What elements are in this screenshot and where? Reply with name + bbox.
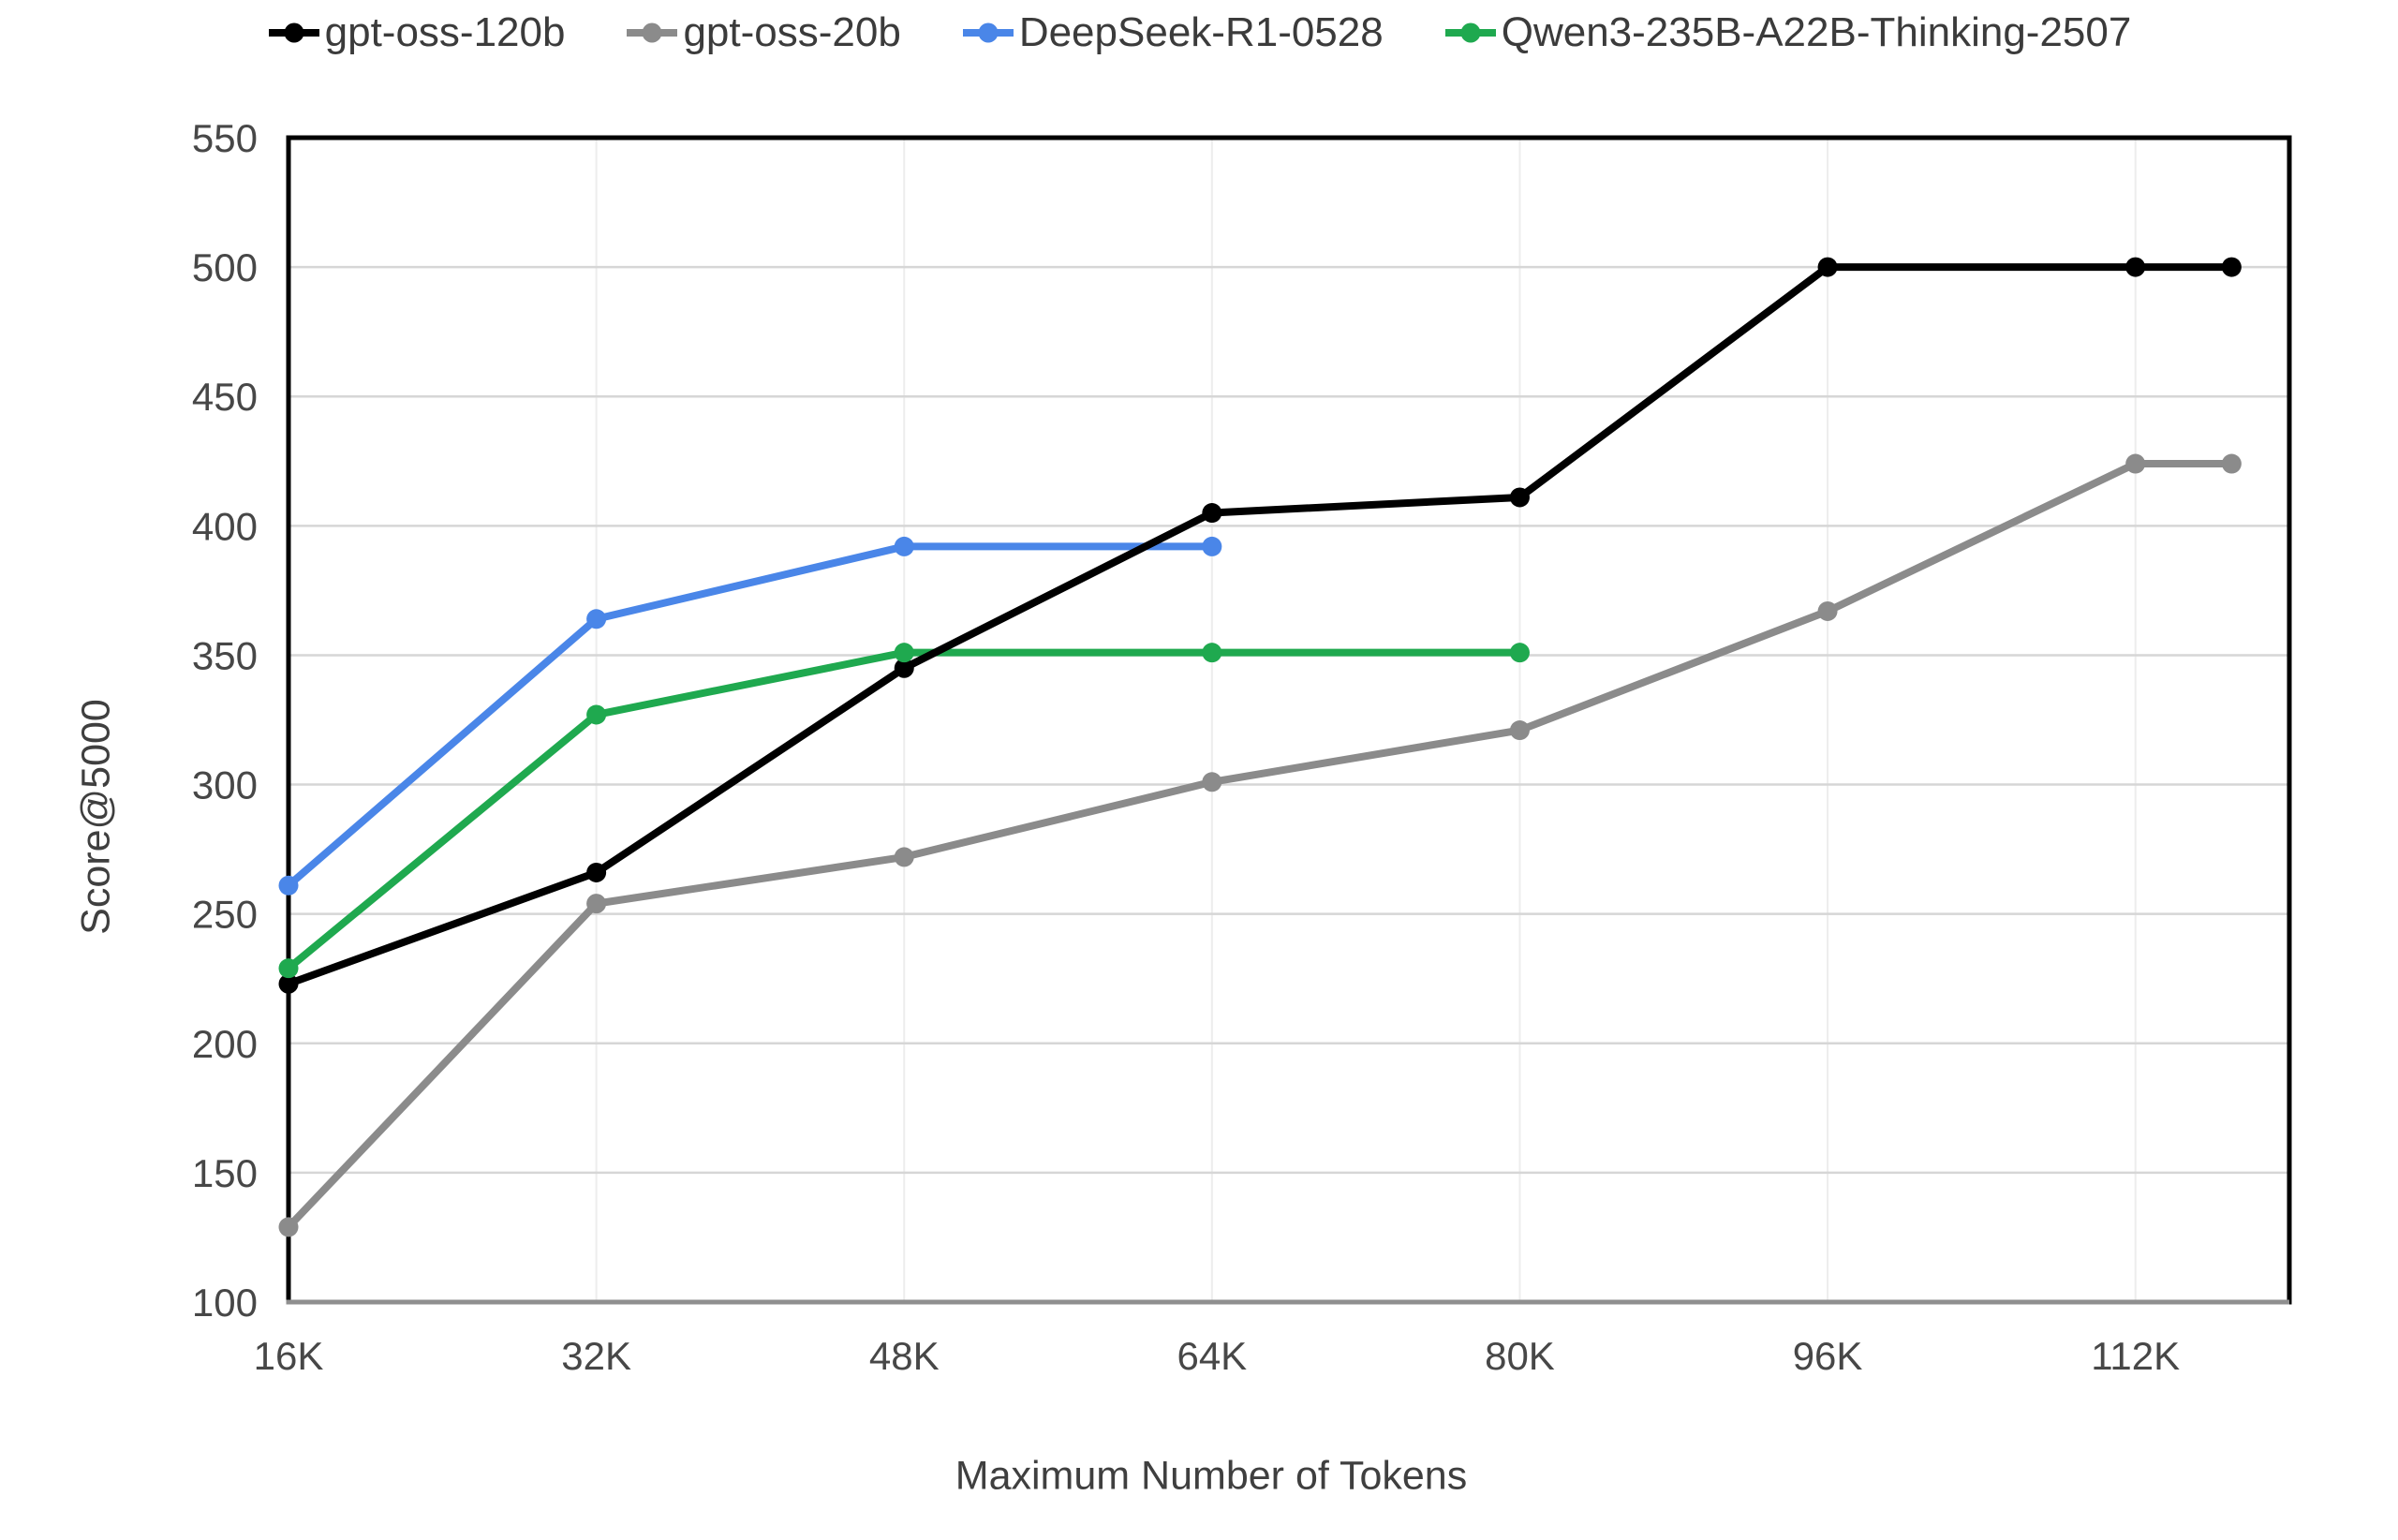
y-tick-label: 250: [192, 893, 258, 937]
y-tick-label: 150: [192, 1151, 258, 1195]
data-point-DeepSeek-R1-0528: [894, 536, 914, 556]
series-line-DeepSeek-R1-0528: [286, 542, 1212, 889]
data-point-gpt-oss-20b: [586, 894, 607, 914]
data-point-DeepSeek-R1-0528: [586, 609, 607, 629]
data-point-gpt-oss-120b: [894, 658, 914, 678]
legend-label: Qwen3-235B-A22B-Thinking-2507: [1501, 9, 2132, 55]
legend-item-qwen3-235b-a22b-thinking-2507: Qwen3-235B-A22B-Thinking-2507: [1443, 9, 2132, 56]
series-line-gpt-oss-20b: [286, 460, 2232, 1230]
x-tick-label: 112K: [2091, 1334, 2180, 1378]
y-tick-label: 100: [192, 1281, 258, 1325]
legend-item-gpt-oss-20b: gpt-oss-20b: [625, 9, 901, 56]
data-point-gpt-oss-20b: [1202, 772, 1222, 792]
legend-marker-icon: [1444, 22, 1496, 43]
y-tick-label: 450: [192, 375, 258, 419]
legend-marker-icon: [627, 22, 678, 43]
legend-marker-dot: [1460, 22, 1481, 43]
data-point-Qwen3-235B-A22B-Thinking-2507: [278, 958, 299, 979]
data-point-gpt-oss-20b: [278, 1217, 299, 1237]
legend-marker-icon: [962, 22, 1014, 43]
legend-label: gpt-oss-20b: [683, 9, 901, 55]
legend-marker-dot: [642, 22, 662, 43]
data-point-gpt-oss-20b: [1509, 720, 1530, 741]
data-point-gpt-oss-120b: [1202, 503, 1222, 524]
series-line-gpt-oss-120b: [287, 263, 2232, 988]
data-point-gpt-oss-20b: [2221, 453, 2242, 474]
data-point-Qwen3-235B-A22B-Thinking-2507: [1509, 643, 1530, 663]
legend: gpt-oss-120b gpt-oss-20b DeepSeek-R1-052…: [0, 6, 2398, 60]
data-point-Qwen3-235B-A22B-Thinking-2507: [586, 704, 607, 725]
x-tick-label: 48K: [869, 1334, 940, 1378]
legend-label: gpt-oss-120b: [324, 9, 566, 55]
x-tick-label: 32K: [561, 1334, 631, 1378]
data-point-gpt-oss-120b: [586, 862, 607, 882]
y-tick-label: 500: [192, 245, 258, 289]
data-point-gpt-oss-120b: [1509, 487, 1530, 508]
y-tick-label: 550: [192, 116, 258, 160]
data-point-gpt-oss-20b: [1817, 600, 1838, 621]
y-tick-label: 400: [192, 504, 258, 548]
data-point-gpt-oss-120b: [2125, 257, 2146, 277]
y-tick-label: 200: [192, 1022, 258, 1066]
data-point-gpt-oss-120b: [278, 973, 299, 994]
data-point-DeepSeek-R1-0528: [1202, 536, 1222, 556]
y-tick-label: 350: [192, 633, 258, 677]
data-point-Qwen3-235B-A22B-Thinking-2507: [894, 643, 914, 663]
data-point-gpt-oss-120b: [2221, 257, 2242, 277]
data-point-gpt-oss-120b: [1817, 257, 1838, 277]
legend-item-gpt-oss-120b: gpt-oss-120b: [267, 9, 566, 56]
x-tick-label: 96K: [1793, 1334, 1863, 1378]
data-point-gpt-oss-20b: [894, 847, 914, 867]
legend-item-deepseek-r1-0528: DeepSeek-R1-0528: [961, 9, 1384, 56]
legend-marker-dot: [284, 22, 304, 43]
x-tick-label: 80K: [1485, 1334, 1555, 1378]
x-tick-label: 64K: [1177, 1334, 1247, 1378]
legend-marker-icon: [268, 22, 319, 43]
y-tick-label: 300: [192, 763, 258, 807]
x-axis-title: Maximum Number of Tokens: [955, 1453, 1468, 1499]
legend-marker-dot: [978, 22, 999, 43]
data-point-gpt-oss-20b: [2125, 453, 2146, 474]
data-point-DeepSeek-R1-0528: [278, 875, 299, 896]
x-tick-label: 16K: [254, 1334, 324, 1378]
data-point-Qwen3-235B-A22B-Thinking-2507: [1202, 643, 1222, 663]
legend-label: DeepSeek-R1-0528: [1018, 9, 1384, 55]
